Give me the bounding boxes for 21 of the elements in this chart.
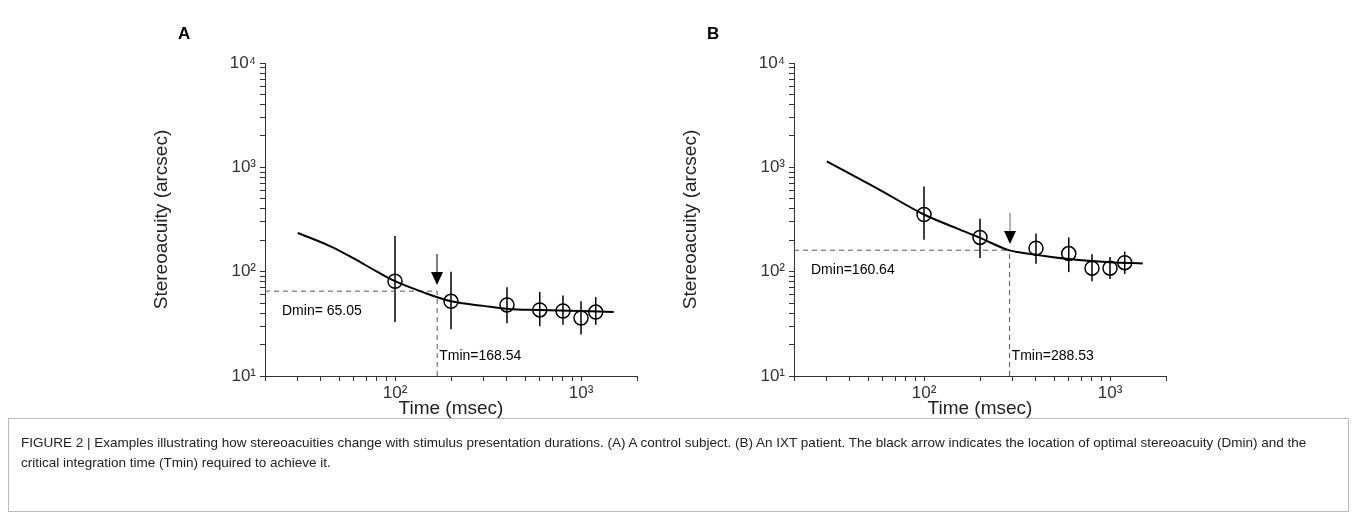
- y-tick-label: 10¹: [231, 365, 257, 385]
- ref-line-label: Dmin= 65.05: [282, 302, 362, 319]
- ref-line-label: Tmin=288.53: [1011, 346, 1094, 363]
- caption: FIGURE 2 | Examples illustrating how stereoacuities change with stimulus presentation durations. (A) A control subject. (B) An IXT patient. The black arrow indicates the location of optimal stereoacuity (Dmin) and the critical integration time (Tmin) required to achieve it.: [8, 418, 1349, 512]
- ref-line-label: Dmin=160.64: [811, 261, 895, 278]
- ref-line-label: Tmin=168.54: [439, 346, 522, 363]
- x-tick-label: 10³: [1097, 382, 1123, 402]
- y-axis-title: Stereoacuity (arcsec): [678, 129, 700, 310]
- y-tick-label: 10²: [231, 261, 257, 281]
- x-tick-label: 10²: [911, 382, 937, 402]
- y-tick-label: 10³: [760, 157, 786, 177]
- x-tick-label: 10³: [568, 382, 594, 402]
- y-tick-label: 10²: [760, 261, 786, 281]
- chart-title: B: [707, 24, 720, 44]
- chart-title: A: [178, 24, 191, 44]
- y-tick-label: 10⁴: [758, 52, 785, 72]
- y-tick-label: 10³: [231, 157, 257, 177]
- y-tick-label: 10¹: [760, 365, 786, 385]
- y-tick-label: 10⁴: [229, 52, 256, 72]
- y-axis-title: Stereoacuity (arcsec): [149, 129, 171, 310]
- x-tick-label: 10²: [382, 382, 408, 402]
